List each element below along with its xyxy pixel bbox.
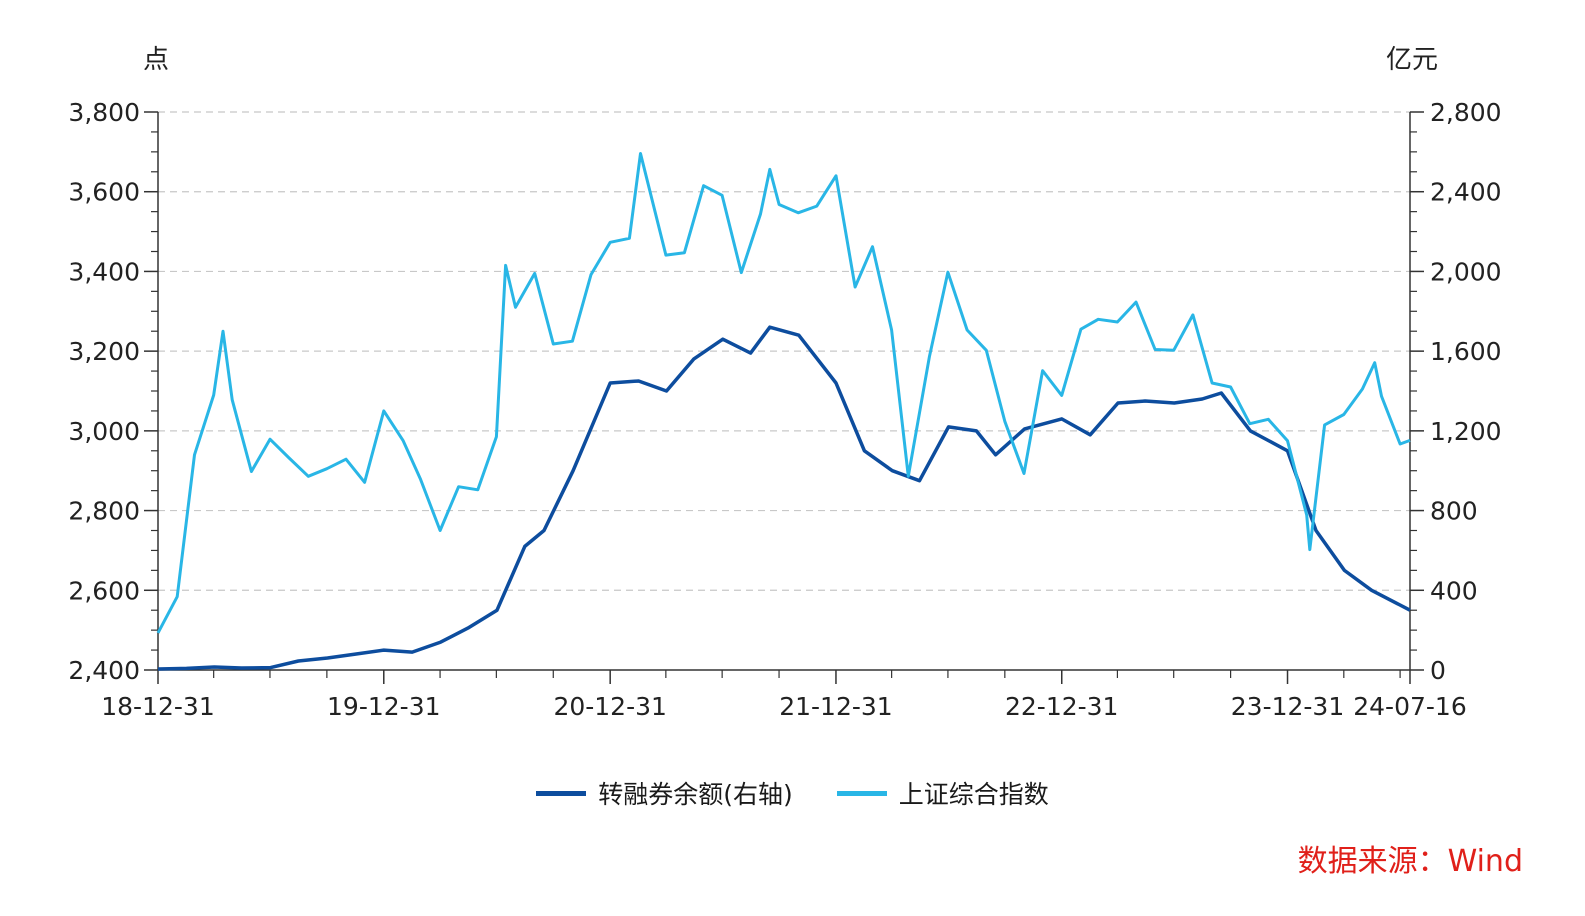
series-line-balance (157, 325, 1411, 671)
left-axis-unit: 点 (143, 45, 169, 75)
right-tick-label: 1,200 (1430, 417, 1502, 446)
series-line-index (156, 152, 1411, 634)
legend-item-index: 上证综合指数 (836, 775, 1049, 811)
grid (158, 111, 1410, 591)
left-tick-label: 3,400 (68, 257, 140, 286)
left-tick-label: 3,600 (68, 178, 140, 207)
legend-swatch-balance (536, 790, 587, 796)
right-tick-label: 2,400 (1430, 178, 1502, 207)
source-note: 数据来源：Wind (1297, 844, 1523, 879)
right-tick-label: 1,600 (1430, 337, 1502, 366)
right-axis-unit: 亿元 (1386, 45, 1438, 75)
left-tick-label: 2,800 (68, 497, 140, 526)
right-tick-label: 2,800 (1430, 98, 1502, 127)
series-layer (156, 152, 1411, 671)
left-tick-label: 3,000 (68, 417, 140, 446)
legend-swatch-index (836, 790, 887, 796)
right-tick-label: 0 (1430, 656, 1446, 685)
left-tick-label: 3,200 (68, 337, 140, 366)
right-tick-label: 400 (1430, 576, 1478, 605)
legend-label-index: 上证综合指数 (898, 780, 1049, 809)
left-tick-label: 2,600 (68, 576, 140, 605)
x-tick-label: 23-12-31 (1231, 692, 1344, 721)
right-tick-label: 800 (1430, 497, 1478, 526)
left-tick-label: 3,800 (68, 98, 140, 127)
legend-label-balance: 转融券余额(右轴) (598, 780, 793, 809)
x-tick-label: 19-12-31 (327, 692, 440, 721)
x-tick-label: 22-12-31 (1005, 692, 1118, 721)
axes: 2,400 2,600 2,800 3,000 3,200 3,400 3,600 3,800… (68, 45, 1501, 721)
x-tick-label: 20-12-31 (553, 692, 666, 721)
x-tick-label: 21-12-31 (779, 692, 892, 721)
x-tick-label: 24-07-16 (1353, 692, 1466, 721)
x-tick-label: 18-12-31 (101, 692, 214, 721)
right-tick-label: 2,000 (1430, 257, 1502, 286)
left-tick-label: 2,400 (68, 656, 140, 685)
legend: 转融券余额(右轴) 上证综合指数 (0, 775, 1585, 811)
legend-item-balance: 转融券余额(右轴) (536, 775, 793, 811)
